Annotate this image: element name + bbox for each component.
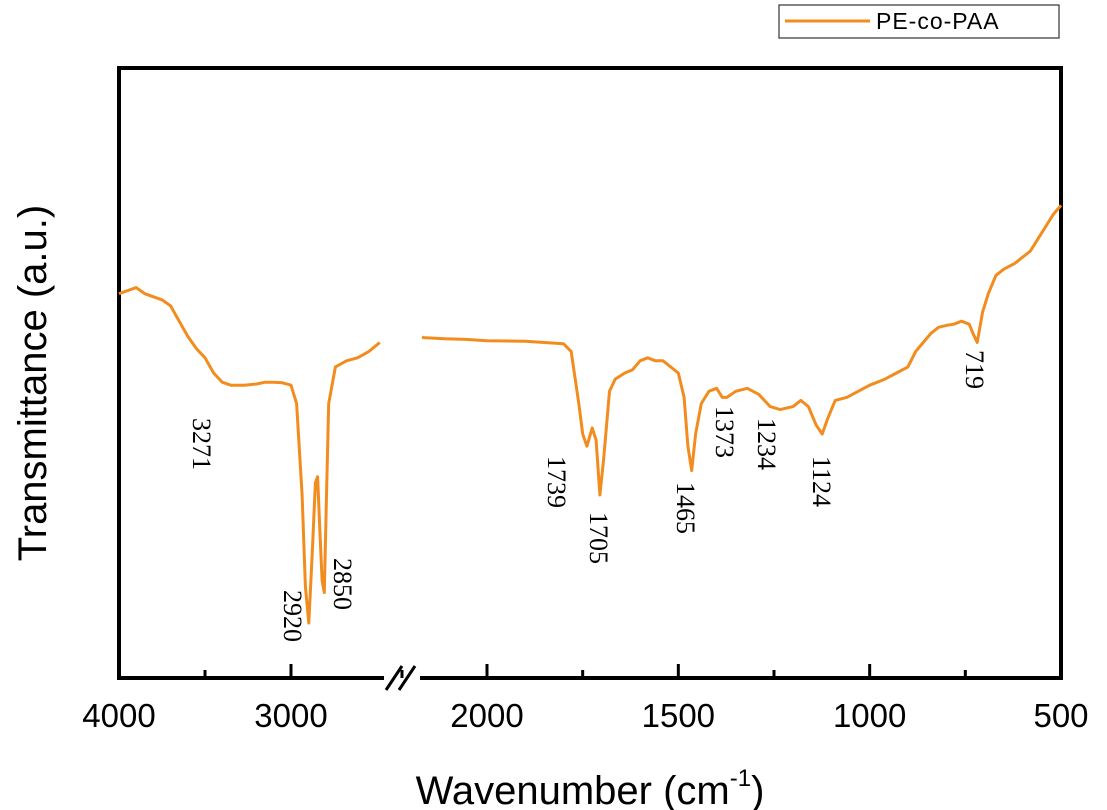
peak-label-1705: 1705 xyxy=(584,512,613,564)
x-tick-label: 4000 xyxy=(82,697,155,734)
legend-label: PE-co-PAA xyxy=(876,8,1000,34)
peak-label-2850: 2850 xyxy=(328,558,357,610)
axis-break-slash-1 xyxy=(384,665,404,691)
axis-break-slash-2 xyxy=(397,665,417,691)
x-axis-title-suffix: ) xyxy=(751,769,764,810)
x-tick-label: 500 xyxy=(1033,697,1088,734)
legend: PE-co-PAA xyxy=(778,4,1060,39)
plot-frame xyxy=(117,66,1063,680)
peak-label-1124: 1124 xyxy=(807,456,836,507)
spectrum-series xyxy=(118,204,1063,625)
peak-label-2920: 2920 xyxy=(278,590,307,642)
x-tick-label: 1000 xyxy=(833,697,906,734)
x-axis-title-superscript: -1 xyxy=(730,765,751,792)
peak-label-1739: 1739 xyxy=(542,456,571,508)
peak-label-1234: 1234 xyxy=(752,418,781,470)
x-tick-label: 2000 xyxy=(450,697,523,734)
x-ticks xyxy=(117,664,1063,678)
peak-labels: 3271 2920 2850 1739 1705 1465 1373 1234 1124 719 xyxy=(187,350,989,642)
spectrum-segment-2 xyxy=(421,204,1063,497)
legend-box xyxy=(778,4,1060,39)
peak-label-1373: 1373 xyxy=(710,406,739,458)
peak-label-1465: 1465 xyxy=(671,482,700,534)
peak-label-719: 719 xyxy=(960,350,989,389)
x-tick-labels: 4000 3000 2000 1500 1000 500 xyxy=(82,697,1088,734)
x-axis-title: Wavenumber (cm-1) xyxy=(416,765,765,810)
peak-label-3271: 3271 xyxy=(187,418,216,470)
y-axis-title: Transmittance (a.u.) xyxy=(11,205,55,561)
x-axis-title-main: Wavenumber (cm xyxy=(416,769,730,810)
x-tick-label: 3000 xyxy=(254,697,327,734)
axis-break-mark xyxy=(384,664,420,692)
x-tick-label: 1500 xyxy=(642,697,715,734)
spectrum-segment-1 xyxy=(118,286,381,625)
